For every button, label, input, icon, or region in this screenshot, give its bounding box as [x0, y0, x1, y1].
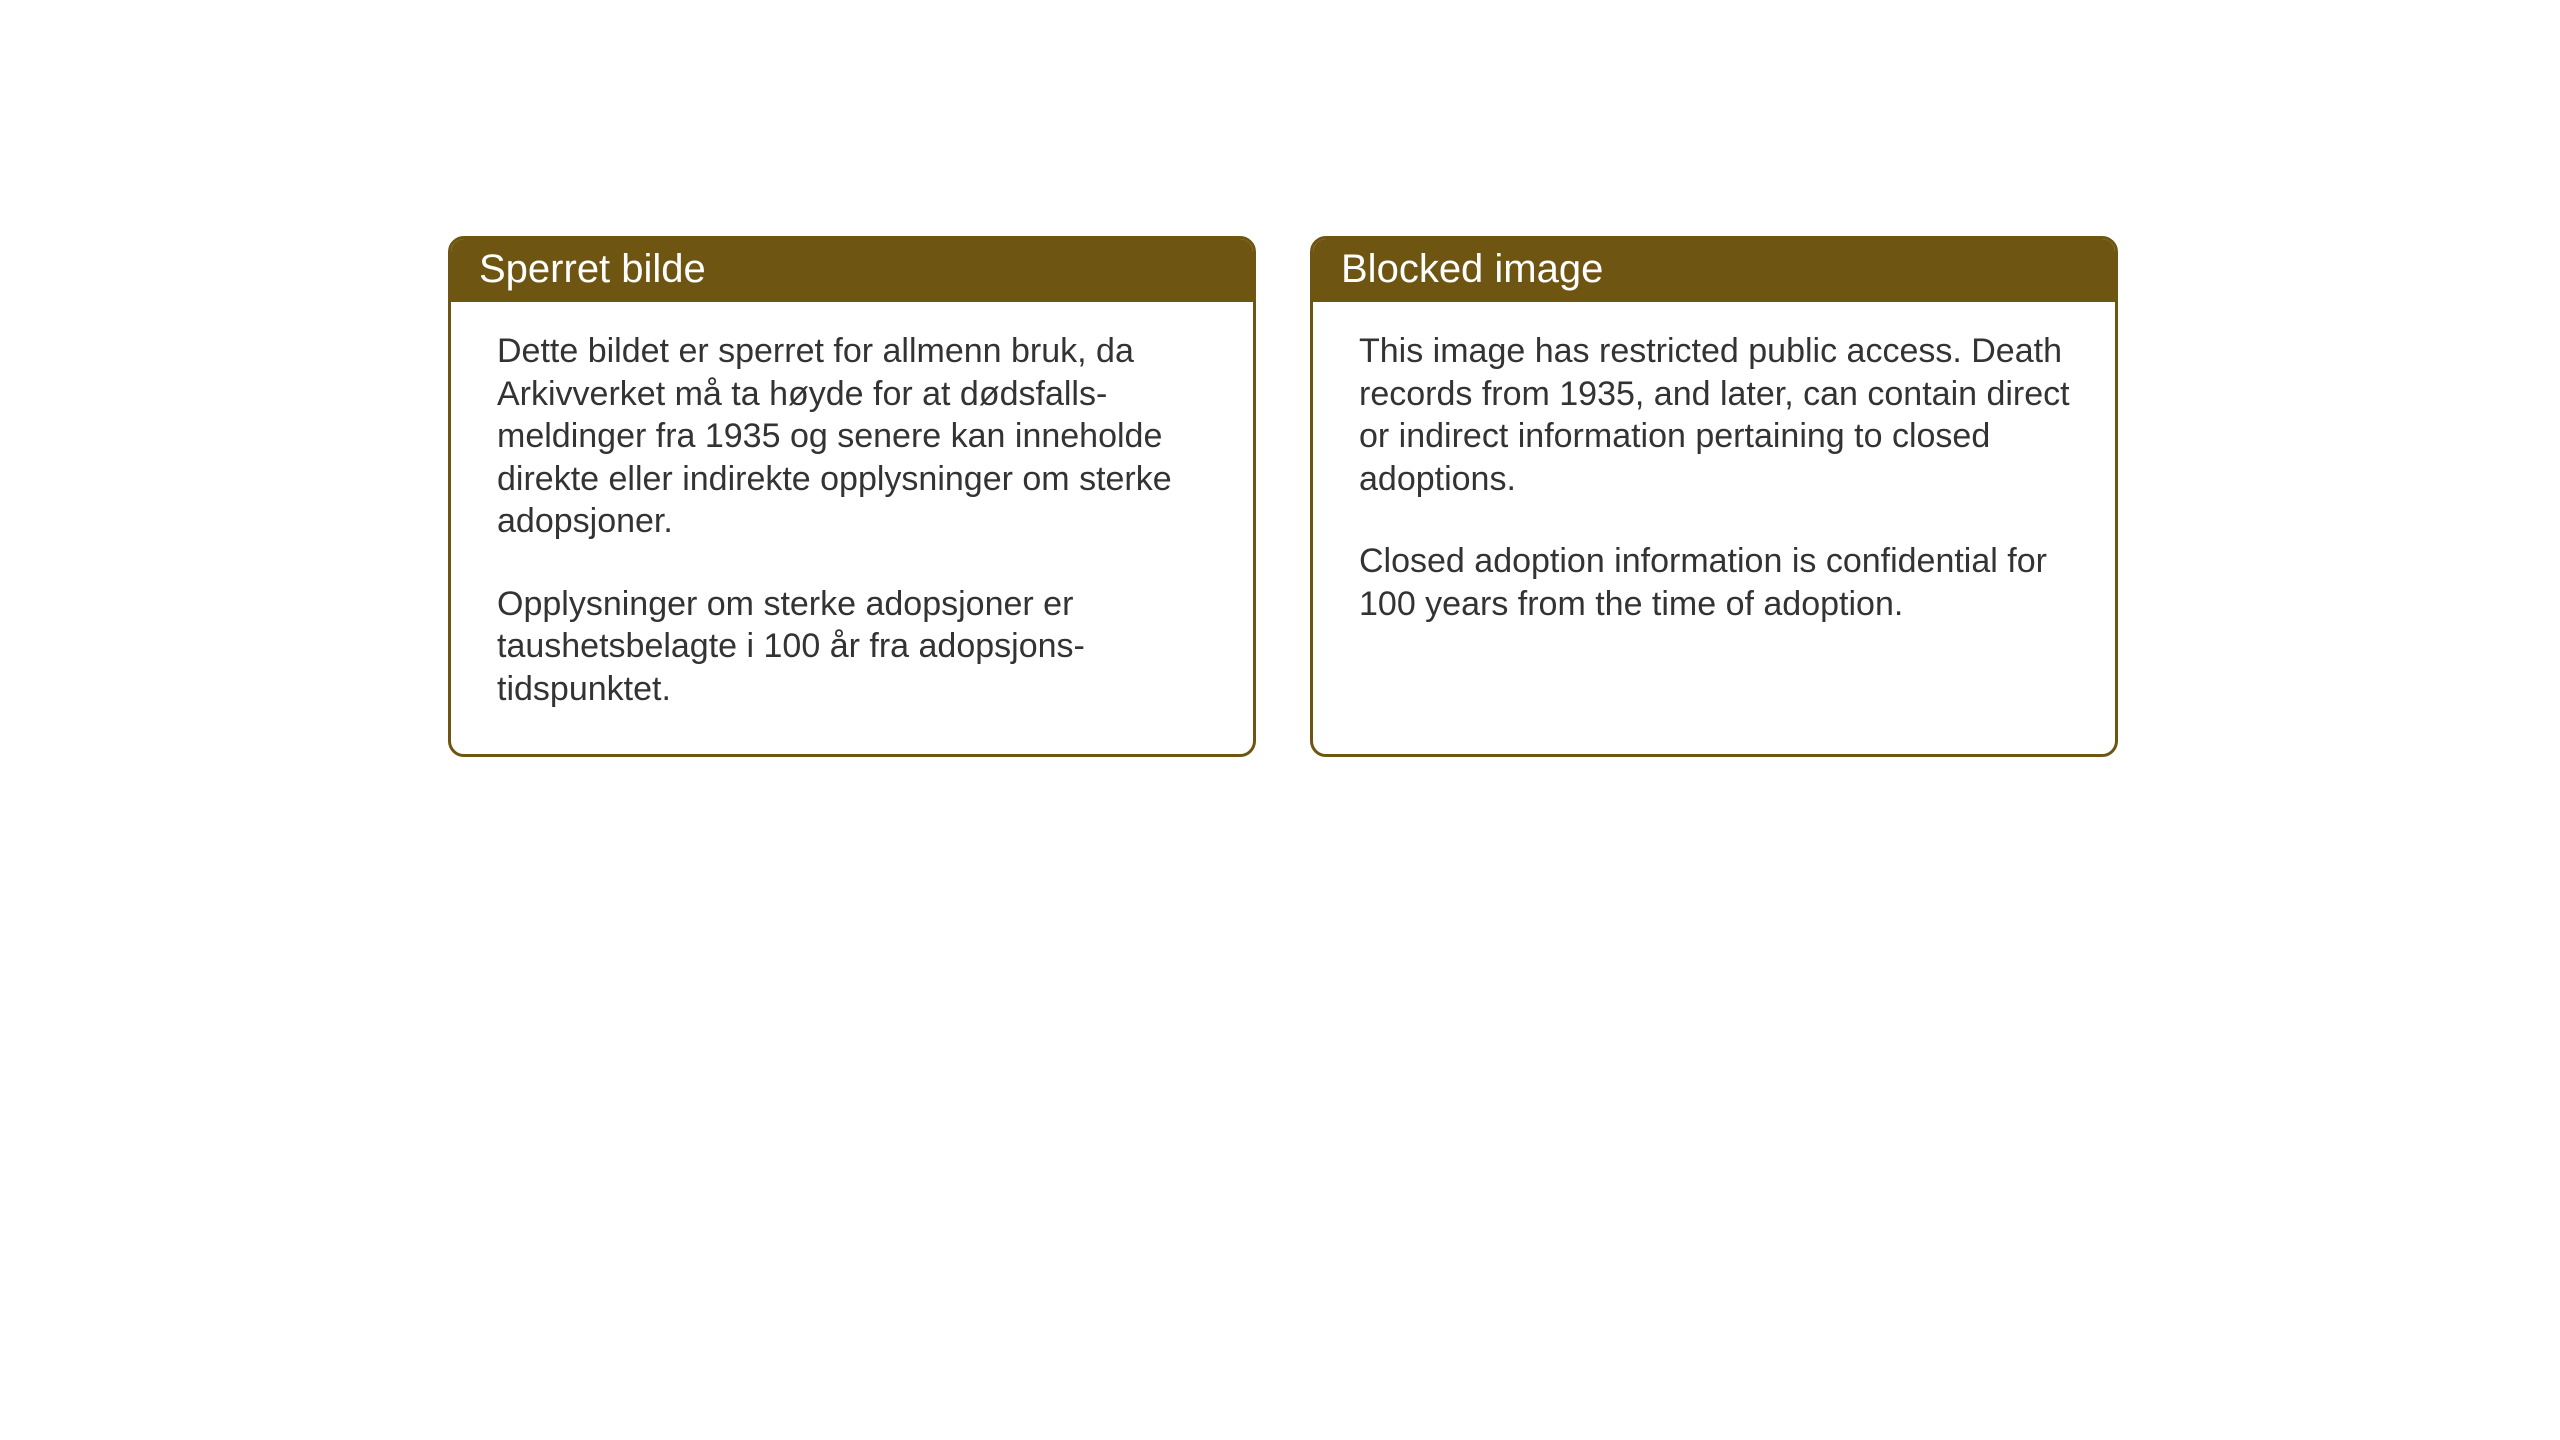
notice-cards-container: Sperret bilde Dette bildet er sperret fo…	[448, 236, 2118, 757]
card-header-norwegian: Sperret bilde	[451, 239, 1253, 302]
card-body-english: This image has restricted public access.…	[1313, 302, 2115, 754]
card-paragraph-norwegian-2: Opplysninger om sterke adopsjoner er tau…	[497, 583, 1211, 711]
card-paragraph-norwegian-1: Dette bildet er sperret for allmenn bruk…	[497, 330, 1211, 543]
card-paragraph-english-2: Closed adoption information is confident…	[1359, 540, 2073, 625]
notice-card-english: Blocked image This image has restricted …	[1310, 236, 2118, 757]
card-title-norwegian: Sperret bilde	[479, 247, 706, 291]
card-title-english: Blocked image	[1341, 247, 1603, 291]
card-body-norwegian: Dette bildet er sperret for allmenn bruk…	[451, 302, 1253, 754]
card-header-english: Blocked image	[1313, 239, 2115, 302]
card-paragraph-english-1: This image has restricted public access.…	[1359, 330, 2073, 500]
notice-card-norwegian: Sperret bilde Dette bildet er sperret fo…	[448, 236, 1256, 757]
